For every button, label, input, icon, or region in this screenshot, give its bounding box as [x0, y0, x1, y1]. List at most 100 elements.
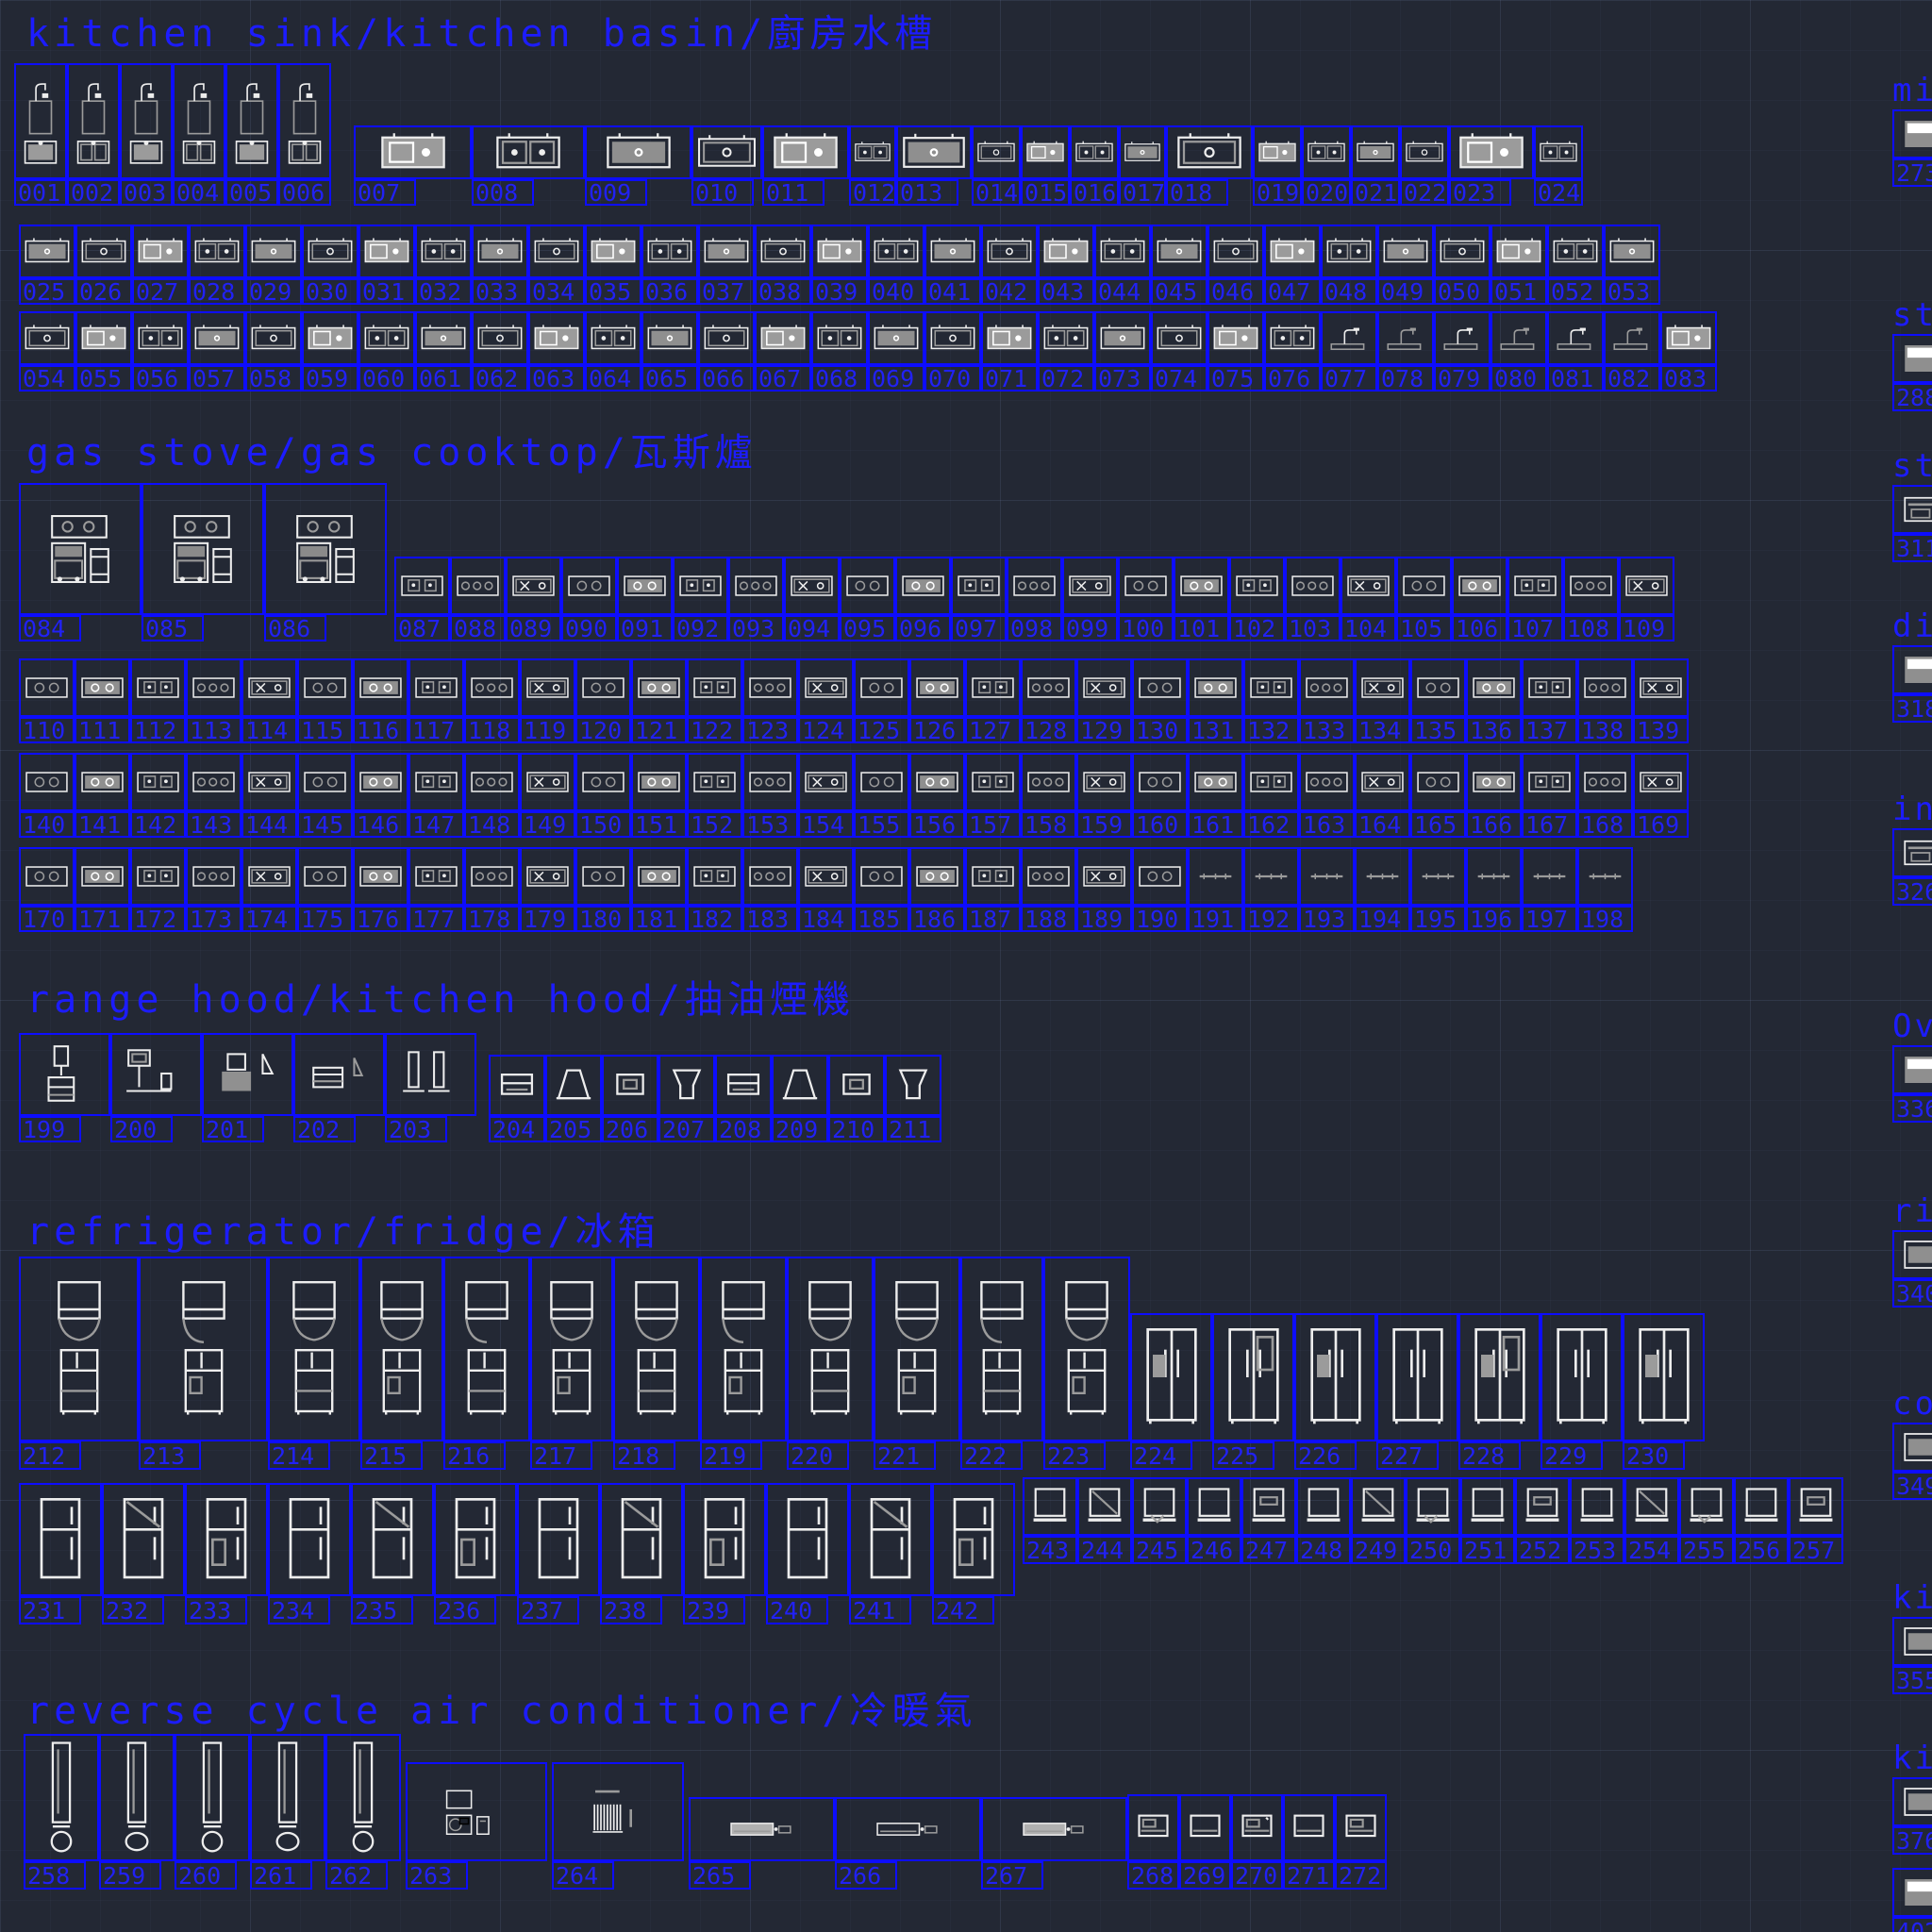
block-number-053[interactable]: 053	[1604, 278, 1660, 305]
block-cell-203[interactable]	[385, 1033, 476, 1116]
block-number-209[interactable]: 209	[772, 1116, 828, 1142]
block-number-263[interactable]: 263	[406, 1861, 468, 1890]
block-number-174[interactable]: 174	[242, 906, 297, 932]
block-cell-376[interactable]	[1892, 1777, 1932, 1826]
block-cell-130[interactable]	[1132, 658, 1188, 717]
block-cell-024[interactable]	[1534, 125, 1583, 179]
block-cell-003[interactable]	[120, 63, 173, 179]
section-title-kitchen-sink[interactable]: kitchen sink/kitchen basin/廚房水槽	[26, 12, 938, 56]
block-number-067[interactable]: 067	[755, 365, 811, 391]
block-cell-265[interactable]	[689, 1797, 835, 1861]
block-number-186[interactable]: 186	[909, 906, 965, 932]
block-number-128[interactable]: 128	[1021, 717, 1076, 743]
block-cell-144[interactable]	[242, 753, 297, 811]
block-number-262[interactable]: 262	[325, 1861, 388, 1890]
block-cell-160[interactable]	[1132, 753, 1188, 811]
block-number-149[interactable]: 149	[520, 811, 575, 838]
block-number-135[interactable]: 135	[1410, 717, 1466, 743]
block-number-189[interactable]: 189	[1076, 906, 1132, 932]
block-cell-014[interactable]	[972, 125, 1021, 179]
block-number-111[interactable]: 111	[75, 717, 130, 743]
block-cell-085[interactable]	[142, 483, 264, 615]
block-number-242[interactable]: 242	[932, 1596, 994, 1624]
block-number-059[interactable]: 059	[302, 365, 358, 391]
block-cell-183[interactable]	[742, 847, 798, 906]
block-cell-118[interactable]	[464, 658, 520, 717]
block-cell-023[interactable]	[1449, 125, 1534, 179]
block-number-013[interactable]: 013	[896, 179, 958, 206]
block-cell-206[interactable]	[602, 1055, 658, 1116]
block-cell-150[interactable]	[575, 753, 631, 811]
block-cell-235[interactable]	[351, 1483, 434, 1596]
block-cell-268[interactable]	[1127, 1794, 1179, 1861]
block-number-068[interactable]: 068	[811, 365, 868, 391]
block-number-123[interactable]: 123	[742, 717, 798, 743]
block-cell-131[interactable]	[1188, 658, 1243, 717]
block-cell-169[interactable]	[1633, 753, 1689, 811]
block-number-235[interactable]: 235	[351, 1596, 413, 1624]
block-number-233[interactable]: 233	[185, 1596, 247, 1624]
block-number-271[interactable]: 271	[1283, 1861, 1335, 1890]
block-cell-097[interactable]	[951, 557, 1007, 615]
block-cell-159[interactable]	[1076, 753, 1132, 811]
block-number-229[interactable]: 229	[1541, 1441, 1603, 1470]
block-cell-336[interactable]	[1892, 1045, 1932, 1094]
block-number-200[interactable]: 200	[110, 1116, 173, 1142]
block-number-115[interactable]: 115	[297, 717, 353, 743]
block-number-250[interactable]: 250	[1406, 1536, 1460, 1564]
block-number-288[interactable]: 288	[1892, 383, 1932, 411]
block-cell-227[interactable]	[1376, 1313, 1458, 1441]
block-cell-010[interactable]	[691, 125, 762, 179]
block-cell-198[interactable]	[1577, 847, 1633, 906]
block-number-108[interactable]: 108	[1563, 615, 1619, 641]
block-cell-311[interactable]	[1892, 485, 1932, 534]
block-cell-216[interactable]	[443, 1257, 530, 1441]
block-cell-123[interactable]	[742, 658, 798, 717]
block-cell-072[interactable]	[1038, 311, 1094, 365]
block-number-037[interactable]: 037	[698, 278, 755, 305]
block-number-044[interactable]: 044	[1094, 278, 1151, 305]
block-number-078[interactable]: 078	[1377, 365, 1434, 391]
block-number-268[interactable]: 268	[1127, 1861, 1179, 1890]
block-cell-223[interactable]	[1043, 1257, 1130, 1441]
block-number-139[interactable]: 139	[1633, 717, 1689, 743]
block-number-032[interactable]: 032	[415, 278, 472, 305]
block-cell-090[interactable]	[561, 557, 617, 615]
block-number-311[interactable]: 311	[1892, 534, 1932, 562]
block-cell-221[interactable]	[874, 1257, 960, 1441]
block-cell-202[interactable]	[293, 1033, 385, 1116]
block-number-219[interactable]: 219	[700, 1441, 762, 1470]
block-cell-111[interactable]	[75, 658, 130, 717]
block-number-130[interactable]: 130	[1132, 717, 1188, 743]
block-number-255[interactable]: 255	[1679, 1536, 1734, 1564]
block-number-025[interactable]: 025	[19, 278, 75, 305]
block-number-230[interactable]: 230	[1623, 1441, 1685, 1470]
block-number-207[interactable]: 207	[658, 1116, 715, 1142]
block-number-226[interactable]: 226	[1294, 1441, 1357, 1470]
block-number-132[interactable]: 132	[1243, 717, 1299, 743]
block-number-248[interactable]: 248	[1296, 1536, 1351, 1564]
block-number-031[interactable]: 031	[358, 278, 415, 305]
block-cell-185[interactable]	[854, 847, 909, 906]
block-number-097[interactable]: 097	[951, 615, 1007, 641]
block-number-047[interactable]: 047	[1264, 278, 1321, 305]
block-cell-075[interactable]	[1208, 311, 1264, 365]
block-number-145[interactable]: 145	[297, 811, 353, 838]
block-number-114[interactable]: 114	[242, 717, 297, 743]
block-cell-252[interactable]	[1515, 1477, 1570, 1536]
block-cell-272[interactable]	[1335, 1794, 1387, 1861]
right-column-label-5[interactable]: Ov	[1892, 1008, 1932, 1045]
block-number-239[interactable]: 239	[683, 1596, 745, 1624]
block-cell-151[interactable]	[631, 753, 687, 811]
block-number-046[interactable]: 046	[1208, 278, 1264, 305]
block-number-094[interactable]: 094	[784, 615, 840, 641]
block-cell-029[interactable]	[245, 225, 302, 278]
block-cell-115[interactable]	[297, 658, 353, 717]
block-number-163[interactable]: 163	[1299, 811, 1355, 838]
right-column-label-8[interactable]: ki	[1892, 1579, 1932, 1617]
block-cell-105[interactable]	[1396, 557, 1452, 615]
block-cell-194[interactable]	[1355, 847, 1410, 906]
block-number-210[interactable]: 210	[828, 1116, 885, 1142]
block-cell-172[interactable]	[130, 847, 186, 906]
block-cell-209[interactable]	[772, 1055, 828, 1116]
